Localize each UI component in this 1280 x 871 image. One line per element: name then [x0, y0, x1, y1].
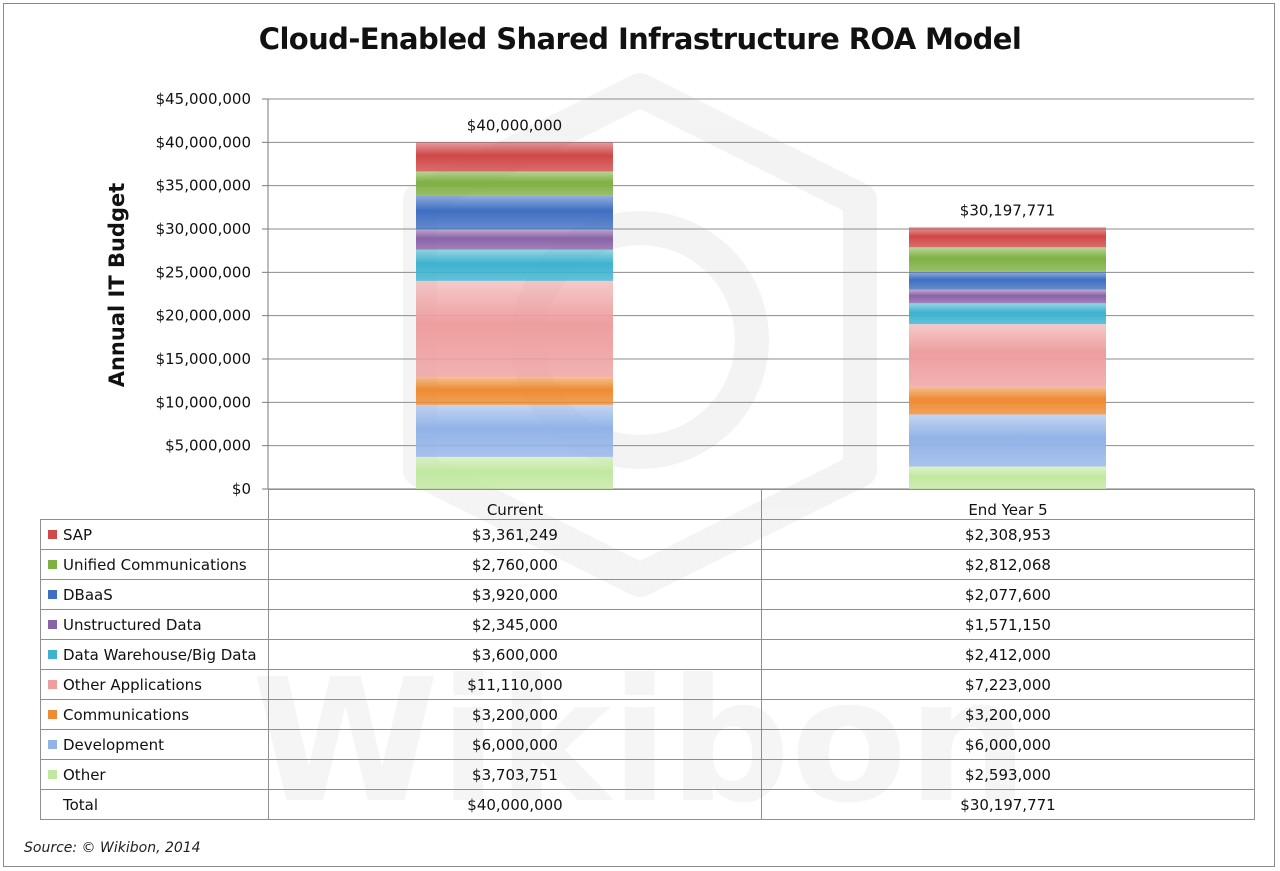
legend-label: DBaaS — [63, 585, 113, 604]
table-row-total: Total $40,000,000 $30,197,771 — [40, 789, 1255, 820]
bar-segment-sap — [909, 227, 1106, 248]
table-column-header: Current — [268, 489, 762, 520]
table-cell-value: $7,223,000 — [761, 669, 1255, 700]
table-row-header: Unified Communications — [40, 549, 269, 580]
bar-segment-dbaas — [416, 195, 613, 230]
table-cell-value: $3,703,751 — [268, 759, 762, 790]
legend-label: Data Warehouse/Big Data — [63, 645, 257, 664]
table-cell-value: $3,200,000 — [761, 699, 1255, 730]
table-row-header: SAP — [40, 519, 269, 550]
legend-swatch — [48, 679, 57, 689]
table-cell-value: $3,600,000 — [268, 639, 762, 670]
table-cell-value: $3,200,000 — [268, 699, 762, 730]
bar-segment-other-applications — [909, 324, 1106, 387]
table-cell-value: $40,000,000 — [268, 789, 762, 820]
legend-label: Communications — [63, 705, 190, 724]
table-row-header: Data Warehouse/Big Data — [40, 639, 269, 670]
legend-label: Development — [63, 735, 164, 754]
table-row: Unified Communications $2,760,000 $2,812,0… — [40, 549, 1255, 580]
table-row: Communications $3,200,000 $3,200,000 — [40, 699, 1255, 730]
table-row-header: Other — [40, 759, 269, 790]
legend-swatch — [48, 769, 57, 779]
source-note: Source: © Wikibon, 2014 — [24, 840, 201, 856]
table-cell-value: $2,308,953 — [761, 519, 1255, 550]
y-tick-label: $25,000,000 — [156, 263, 251, 281]
legend-swatch — [48, 739, 57, 749]
y-tick-label: $35,000,000 — [156, 177, 251, 195]
bar-total-label: $40,000,000 — [467, 116, 562, 134]
table-cell-value: $30,197,771 — [761, 789, 1255, 820]
legend-swatch — [48, 559, 57, 569]
legend-swatch — [48, 709, 57, 719]
bar-segment-other-applications — [416, 280, 613, 378]
table-row: DBaaS $3,920,000 $2,077,600 — [40, 579, 1255, 610]
bar-total-label: $30,197,771 — [960, 201, 1055, 219]
legend-swatch — [48, 589, 57, 599]
bar-segment-data-warehouse-big-data — [416, 249, 613, 281]
y-tick-label: $40,000,000 — [156, 133, 251, 151]
bar-segment-unified-communications — [416, 171, 613, 196]
bar-segment-communications — [909, 386, 1106, 415]
bar-segment-unstructured-data — [416, 229, 613, 250]
table-row-header: Development — [40, 729, 269, 760]
bar-segment-communications — [416, 377, 613, 405]
legend-swatch — [48, 529, 57, 539]
table-row: Other $3,703,751 $2,593,000 — [40, 759, 1255, 790]
table-row: Data Warehouse/Big Data $3,600,000 $2,412,… — [40, 639, 1255, 670]
bar-segment-data-warehouse-big-data — [909, 303, 1106, 325]
bar-segment-unified-communications — [909, 247, 1106, 272]
table-header-row: Current End Year 5 — [40, 489, 1255, 520]
table-cell-value: $2,812,068 — [761, 549, 1255, 580]
bar-segment-dbaas — [909, 271, 1106, 290]
table-cell-value: $2,593,000 — [761, 759, 1255, 790]
legend-label: Other Applications — [63, 675, 202, 694]
y-tick-label: $10,000,000 — [156, 393, 251, 411]
table-row-header: Unstructured Data — [40, 609, 269, 640]
legend-label: Other — [63, 765, 106, 784]
bar-segment-development — [909, 414, 1106, 467]
table-cell-value: $2,412,000 — [761, 639, 1255, 670]
y-tick-label: $15,000,000 — [156, 350, 251, 368]
table-cell-value: $3,920,000 — [268, 579, 762, 610]
y-tick-label: $20,000,000 — [156, 307, 251, 325]
bar-segment-unstructured-data — [909, 289, 1106, 304]
table-cell-value: $6,000,000 — [761, 729, 1255, 760]
table-cell-value: $2,760,000 — [268, 549, 762, 580]
chart-title: Cloud-Enabled Shared Infrastructure ROA … — [258, 22, 1022, 56]
table-row: SAP $3,361,249 $2,308,953 — [40, 519, 1255, 550]
table-cell-value: $3,361,249 — [268, 519, 762, 550]
legend-label: Unstructured Data — [63, 615, 202, 634]
table-cell-value: $6,000,000 — [268, 729, 762, 760]
legend-label: Unified Communications — [63, 555, 247, 574]
y-tick-label: $5,000,000 — [165, 437, 251, 455]
table-cell-value: $2,077,600 — [761, 579, 1255, 610]
table-row-header: Communications — [40, 699, 269, 730]
bar-segment-other — [416, 456, 613, 489]
table-column-header: End Year 5 — [761, 489, 1255, 520]
y-tick-label: $45,000,000 — [156, 90, 251, 108]
y-tick-label: $30,000,000 — [156, 220, 251, 238]
table-cell-value: $1,571,150 — [761, 609, 1255, 640]
table-row: Development $6,000,000 $6,000,000 — [40, 729, 1255, 760]
table-corner-cell — [40, 489, 269, 520]
bar-segment-development — [416, 404, 613, 457]
legend-swatch — [48, 649, 57, 659]
table-cell-value: $11,110,000 — [268, 669, 762, 700]
legend-swatch — [48, 619, 57, 629]
legend-label: Total — [63, 795, 99, 814]
bar-segment-sap — [416, 142, 613, 172]
table-row: Unstructured Data $2,345,000 $1,571,150 — [40, 609, 1255, 640]
legend-label: SAP — [63, 525, 93, 544]
table-row-header: Other Applications — [40, 669, 269, 700]
table-row-header: Total — [40, 789, 269, 820]
bar-segment-other — [909, 466, 1106, 489]
table-row-header: DBaaS — [40, 579, 269, 610]
table-row: Other Applications $11,110,000 $7,223,000 — [40, 669, 1255, 700]
table-cell-value: $2,345,000 — [268, 609, 762, 640]
data-table: Current End Year 5 SAP $3,361,249 $2,308,953… — [40, 489, 1255, 820]
